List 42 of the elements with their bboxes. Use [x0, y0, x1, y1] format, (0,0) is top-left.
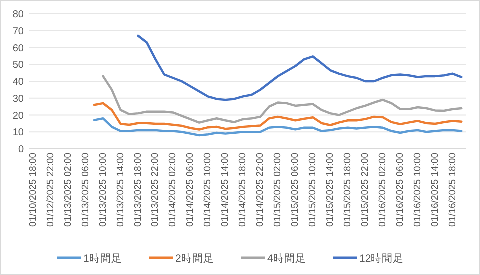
- y-tick-label: 60: [12, 43, 24, 54]
- x-tick-label: 01/14/2025 06:00: [185, 153, 196, 227]
- line-series: [102, 75, 463, 124]
- x-tick-label: 01/15/2025 18:00: [342, 153, 354, 227]
- legend-label: 2時間足: [176, 252, 214, 265]
- x-tick-label: 01/15/2025 02:00: [272, 153, 284, 227]
- line-series: [137, 34, 463, 102]
- x-tick-label: 01/14/2025 22:00: [255, 153, 266, 227]
- legend-label: 1時間足: [84, 252, 122, 265]
- x-tick-label: 01/14/2025 18:00: [238, 153, 249, 227]
- x-tick-label: 01/14/2025 02:00: [168, 153, 179, 227]
- y-tick-label: 70: [12, 26, 24, 38]
- x-tick-label: 01/13/2025 02:00: [62, 153, 74, 227]
- line-series: [93, 102, 463, 131]
- x-tick-label: 01/16/2025 18:00: [447, 153, 458, 227]
- x-tick-label: 01/13/2025 18:00: [132, 153, 144, 227]
- x-tick-label: 01/13/2025 14:00: [115, 153, 126, 227]
- y-tick-label: 50: [12, 60, 24, 72]
- x-tick-label: 01/16/2025 02:00: [377, 153, 388, 227]
- y-tick-label: 10: [12, 128, 24, 139]
- legend-label: 12時間足: [360, 252, 404, 265]
- x-tick-label: 01/13/2025 06:00: [80, 153, 92, 227]
- x-tick-label: 01/15/2025 22:00: [360, 153, 371, 227]
- x-tick-label: 01/16/2025 14:00: [430, 153, 441, 227]
- y-tick-label: 20: [12, 110, 24, 122]
- x-tick-label: 01/10/2025 18:00: [28, 153, 39, 227]
- x-tick-label: 01/14/2025 10:00: [202, 153, 214, 227]
- x-tick-label: 01/14/2025 14:00: [220, 153, 232, 227]
- x-tick-label: 01/13/2025 22:00: [150, 153, 162, 227]
- legend-label: 4時間足: [268, 252, 306, 265]
- x-tick-label: 01/13/2025 10:00: [98, 153, 109, 227]
- x-tick-label: 01/12/2025 22:00: [45, 153, 56, 227]
- y-tick-label: 30: [12, 94, 24, 105]
- y-tick-label: 80: [12, 10, 24, 20]
- y-tick-label: 40: [12, 77, 24, 88]
- x-tick-label: 01/16/2025 10:00: [412, 153, 424, 227]
- y-tick-label: 0: [18, 144, 24, 156]
- x-tick-label: 01/15/2025 14:00: [325, 153, 336, 227]
- x-tick-label: 01/15/2025 10:00: [308, 153, 319, 227]
- x-tick-label: 01/15/2025 06:00: [290, 153, 302, 227]
- line-series: [93, 118, 463, 137]
- x-tick-label: 01/16/2025 06:00: [394, 153, 406, 227]
